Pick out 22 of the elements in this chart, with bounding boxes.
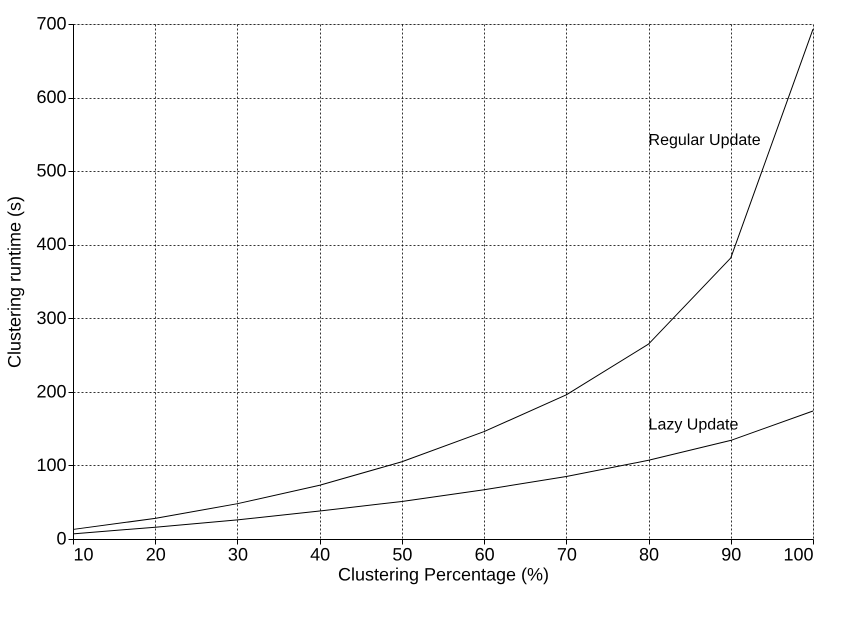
x-tick-label: 60 [474,544,495,564]
x-tick-label: 50 [392,544,412,564]
x-tick-label: 70 [556,544,577,564]
y-tick-label: 200 [36,381,66,402]
x-axis-title: Clustering Percentage (%) [338,564,550,584]
x-tick-label: 80 [639,544,660,564]
x-tick-label: 20 [146,544,166,564]
y-tick-label: 500 [36,160,66,181]
x-tick-label: 30 [228,544,248,564]
series-label: Regular Update [648,132,761,149]
y-tick-label: 300 [36,308,66,328]
series-label: Lazy Update [648,416,738,434]
y-axis-title: Clustering runtime (s) [4,196,24,368]
x-tick-label: 10 [74,544,94,564]
x-tick-label: 100 [783,544,814,564]
y-tick-label: 400 [36,234,66,254]
x-tick-label: 40 [310,544,330,564]
y-tick-label: 0 [56,528,66,548]
y-tick-label: 600 [36,87,66,108]
x-tick-label: 90 [721,544,742,564]
y-tick-label: 100 [36,454,66,475]
y-tick-label: 700 [36,14,66,34]
